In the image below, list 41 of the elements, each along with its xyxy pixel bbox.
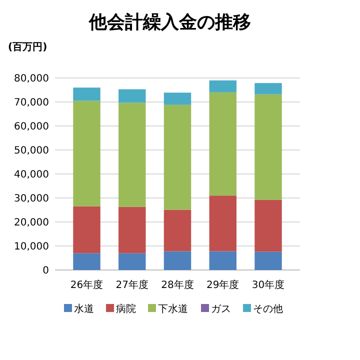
legend-label: ガス	[211, 304, 231, 315]
bar	[254, 200, 282, 252]
bar	[118, 89, 146, 103]
bar	[73, 88, 100, 101]
y-axis-title: (百万円)	[8, 42, 48, 53]
bar	[254, 94, 282, 200]
legend-label: 病院	[116, 303, 136, 315]
bar	[254, 252, 282, 270]
bar	[209, 251, 236, 270]
x-tick-label: 28年度	[161, 279, 194, 291]
bar	[164, 210, 192, 252]
chart-title: 他会計繰入金の推移	[88, 12, 251, 33]
bar	[73, 253, 100, 270]
bar	[118, 102, 146, 207]
legend-label: その他	[253, 303, 283, 315]
x-tick-label: 27年度	[116, 279, 148, 291]
bar	[209, 80, 236, 92]
bar	[73, 100, 100, 206]
x-tick-label: 29年度	[206, 279, 240, 291]
bar	[164, 92, 192, 105]
y-tick-label: 20,000	[14, 218, 49, 228]
bar	[254, 83, 282, 94]
y-tick-label: 80,000	[14, 74, 49, 84]
y-tick-label: 10,000	[14, 242, 49, 252]
legend-label: 水道	[74, 303, 94, 315]
y-tick-label: 0	[42, 266, 49, 276]
y-tick-label: 40,000	[14, 170, 49, 180]
bar	[118, 253, 146, 270]
bar	[73, 206, 100, 254]
y-tick-label: 50,000	[14, 146, 49, 156]
x-tick-label: 26年度	[70, 279, 104, 291]
bar	[118, 206, 146, 254]
x-tick-label: 30年度	[252, 279, 285, 291]
bar	[209, 92, 236, 196]
legend-label: 下水道	[158, 303, 188, 315]
bar	[209, 196, 236, 252]
bar	[164, 104, 192, 210]
bar	[164, 251, 192, 270]
y-tick-label: 30,000	[14, 194, 49, 204]
y-tick-label: 70,000	[14, 98, 49, 108]
y-tick-label: 60,000	[14, 122, 49, 132]
